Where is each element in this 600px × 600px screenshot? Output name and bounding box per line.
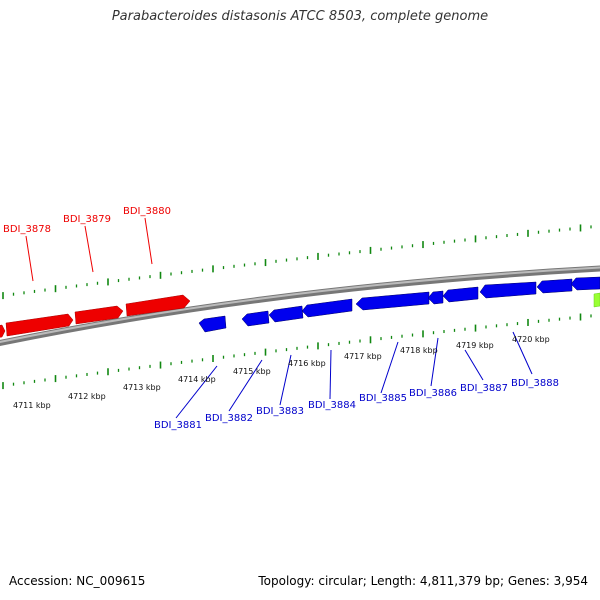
gene-arrow-bdi-3878[interactable] bbox=[5, 313, 74, 337]
scale-label-4711: 4711 kbp bbox=[13, 401, 51, 410]
gene-label-bdi-3879: BDI_3879 bbox=[63, 214, 111, 225]
reverse-genes bbox=[198, 276, 600, 333]
upper-tick-row bbox=[2, 224, 592, 300]
gene-arrow-bdi-3880[interactable] bbox=[125, 294, 191, 317]
gene-label-bdi-3887: BDI_3887 bbox=[460, 383, 508, 394]
genome-stats-text: Topology: circular; Length: 4,811,379 bp… bbox=[258, 574, 588, 588]
gene-label-bdi-3885: BDI_3885 bbox=[359, 393, 407, 404]
scale-label-4713: 4713 kbp bbox=[123, 383, 161, 392]
forward-genes bbox=[0, 294, 191, 338]
gene-arrow-bdi-3881[interactable] bbox=[198, 315, 227, 333]
gene-label-bdi-3882: BDI_3882 bbox=[205, 413, 253, 424]
gene-label-bdi-3878: BDI_3878 bbox=[3, 224, 51, 235]
gene-arrow-bdi-3890[interactable] bbox=[570, 276, 600, 291]
gene-label-bdi-3884: BDI_3884 bbox=[308, 400, 356, 411]
gene-label-bdi-3883: BDI_3883 bbox=[256, 406, 304, 417]
scale-label-4718: 4718 kbp bbox=[400, 346, 438, 355]
accession-text: Accession: NC_009615 bbox=[9, 574, 146, 588]
scale-label-4717: 4717 kbp bbox=[344, 352, 382, 361]
gene-label-bdi-3880: BDI_3880 bbox=[123, 206, 171, 217]
gene-arrow-bdi-3887[interactable] bbox=[442, 286, 479, 303]
reverse-label-leaders bbox=[175, 331, 533, 419]
gene-arrow-bdi-3882[interactable] bbox=[241, 310, 270, 327]
scale-label-4716: 4716 kbp bbox=[288, 359, 326, 368]
gene-arrow-bdi-3889[interactable] bbox=[536, 278, 573, 294]
scale-label-4720: 4720 kbp bbox=[512, 335, 550, 344]
forward-label-leaders bbox=[25, 217, 153, 282]
lower-tick-row bbox=[2, 313, 592, 390]
gene-label-bdi-3888: BDI_3888 bbox=[511, 378, 559, 389]
gene-label-bdi-3881: BDI_3881 bbox=[154, 420, 202, 431]
scale-label-4712: 4712 kbp bbox=[68, 392, 106, 401]
gene-arrow-bdi-3885[interactable] bbox=[355, 291, 430, 311]
gene-arrow-bdi-3884[interactable] bbox=[301, 298, 353, 318]
scale-label-4714: 4714 kbp bbox=[178, 375, 216, 384]
gene-label-bdi-3886: BDI_3886 bbox=[409, 388, 457, 399]
scale-label-4719: 4719 kbp bbox=[456, 341, 494, 350]
scale-label-4715: 4715 kbp bbox=[233, 367, 271, 376]
gene-arrow-bdi-3886[interactable] bbox=[427, 290, 444, 305]
gene-arrow-bdi-3883[interactable] bbox=[268, 305, 304, 323]
gene-arrow-bdi-3888[interactable] bbox=[479, 281, 537, 299]
map-title: Parabacteroides distasonis ATCC 8503, co… bbox=[111, 9, 489, 24]
gene-arrow-bdi-3877[interactable] bbox=[0, 324, 6, 338]
gene-arrow-other[interactable] bbox=[593, 292, 600, 308]
gene-arrow-bdi-3879[interactable] bbox=[74, 305, 124, 325]
